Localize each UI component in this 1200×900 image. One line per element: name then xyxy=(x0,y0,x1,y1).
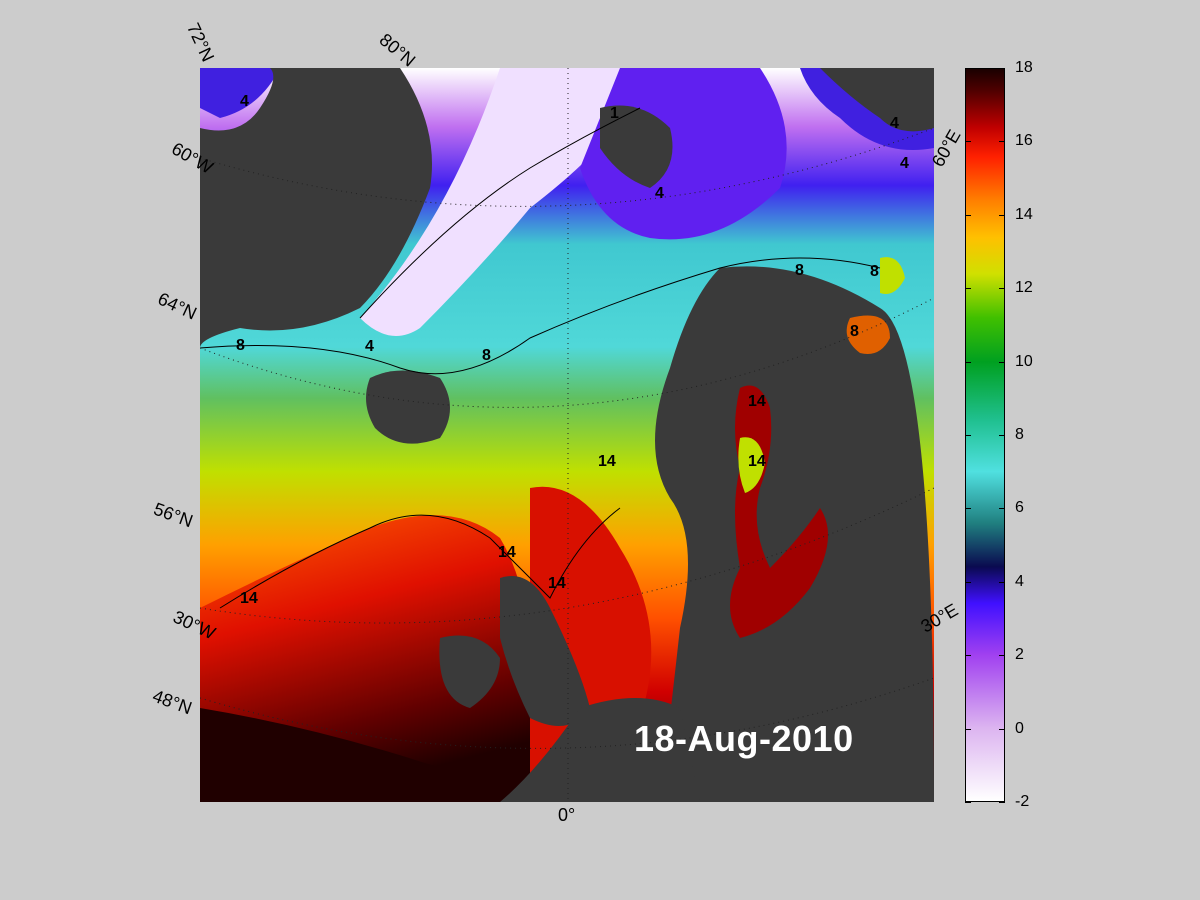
arctic-ice-region xyxy=(360,68,630,336)
colorbar-tick-mark xyxy=(999,728,1005,730)
colorbar-tick-mark xyxy=(999,288,1005,290)
colorbar-tick-mark xyxy=(965,288,971,290)
contour-label: 4 xyxy=(240,93,249,110)
colorbar-tick-mark xyxy=(999,141,1005,143)
colorbar-tick-mark xyxy=(999,361,1005,363)
contour-label: 8 xyxy=(482,347,491,364)
colorbar-tick-mark xyxy=(999,214,1005,216)
svalbard-land xyxy=(600,105,673,188)
colorbar-tick-label: 4 xyxy=(1015,572,1024,590)
colorbar-tick-mark xyxy=(965,802,971,803)
white-sea-cool-patch xyxy=(880,257,905,294)
contour-label: 8 xyxy=(236,337,245,354)
contour-label: 14 xyxy=(748,393,766,410)
graticule-parallel-56 xyxy=(200,487,934,624)
colorbar-tick-mark xyxy=(965,728,971,730)
contour-label: 14 xyxy=(548,575,566,592)
sst-map: 8 4 8 8 14 14 14 14 1 4 4 4 4 8 8 14 14 xyxy=(200,68,934,802)
contour-label: 14 xyxy=(598,453,616,470)
colorbar-tick-mark xyxy=(999,435,1005,436)
hot-southwest-region xyxy=(200,708,460,802)
ireland-land xyxy=(439,635,500,708)
colorbar-tick-label: 0 xyxy=(1015,719,1024,737)
lon-label-0: 0° xyxy=(558,805,576,825)
lat-label-48n: 48°N xyxy=(149,685,195,719)
colorbar-tick-mark xyxy=(999,655,1005,657)
contour-label: 8 xyxy=(850,323,859,340)
colorbar-tick-label: 14 xyxy=(1015,205,1033,223)
contour-14 xyxy=(219,507,621,609)
colorbar-tick-label: 10 xyxy=(1015,352,1033,370)
iceland-land xyxy=(366,370,450,444)
colorbar-tick-mark xyxy=(965,214,971,216)
lat-label-56n: 56°N xyxy=(150,498,196,532)
european-continent-land xyxy=(500,698,700,802)
colorbar-tick-mark xyxy=(965,581,971,583)
colorbar-tick-label: 18 xyxy=(1015,59,1033,76)
colorbar-tick-mark xyxy=(965,141,971,143)
contour-label: 8 xyxy=(795,262,804,279)
greenland-land xyxy=(200,68,432,348)
colorbar-tick-label: 16 xyxy=(1015,132,1033,150)
colorbar-tick-label: 12 xyxy=(1015,279,1033,297)
colorbar-tick-mark xyxy=(965,655,971,657)
colorbar-tick-mark xyxy=(999,581,1005,583)
scandinavia-land xyxy=(655,266,934,802)
contour-label: 1 xyxy=(610,105,619,122)
white-sea xyxy=(846,315,890,354)
contour-8 xyxy=(200,257,881,375)
colorbar-tick-label: -2 xyxy=(1015,793,1030,810)
contour-label: 4 xyxy=(655,185,664,202)
colorbar-tick-mark xyxy=(965,435,971,436)
contour-label: 14 xyxy=(498,544,516,561)
contour-label: 14 xyxy=(240,590,258,607)
contour-label: 4 xyxy=(890,115,899,132)
contour-label: 14 xyxy=(748,453,766,470)
sea-surface-temperature-field: 8 4 8 8 14 14 14 14 1 4 4 4 4 8 8 14 14 xyxy=(200,68,934,802)
colorbar-tick-mark xyxy=(999,68,1005,69)
lat-label-64n: 64°N xyxy=(154,288,200,324)
lat-label-80n: 80°N xyxy=(375,29,420,71)
colorbar-tick-mark xyxy=(965,508,971,510)
baffin-cold-region xyxy=(200,68,280,118)
colorbar-tick-label: 8 xyxy=(1015,426,1024,443)
colorbar-tick-mark xyxy=(999,802,1005,803)
contour-label: 8 xyxy=(870,263,879,280)
date-stamp: 18-Aug-2010 xyxy=(634,718,854,759)
colorbar-tick-mark xyxy=(965,361,971,363)
contour-label: 4 xyxy=(900,155,909,172)
novaya-zemlya-land xyxy=(820,68,934,132)
colorbar-tick-label: 6 xyxy=(1015,499,1024,517)
colorbar-tick-mark xyxy=(965,68,971,69)
colorbar-tick-mark xyxy=(999,508,1005,510)
lat-label-72n: 72°N xyxy=(183,19,219,65)
colorbar-tick-label: 2 xyxy=(1015,646,1024,664)
gulf-of-bothnia-cool-patch xyxy=(738,437,765,493)
contour-label: 4 xyxy=(365,338,374,355)
contour-4 xyxy=(359,107,641,319)
